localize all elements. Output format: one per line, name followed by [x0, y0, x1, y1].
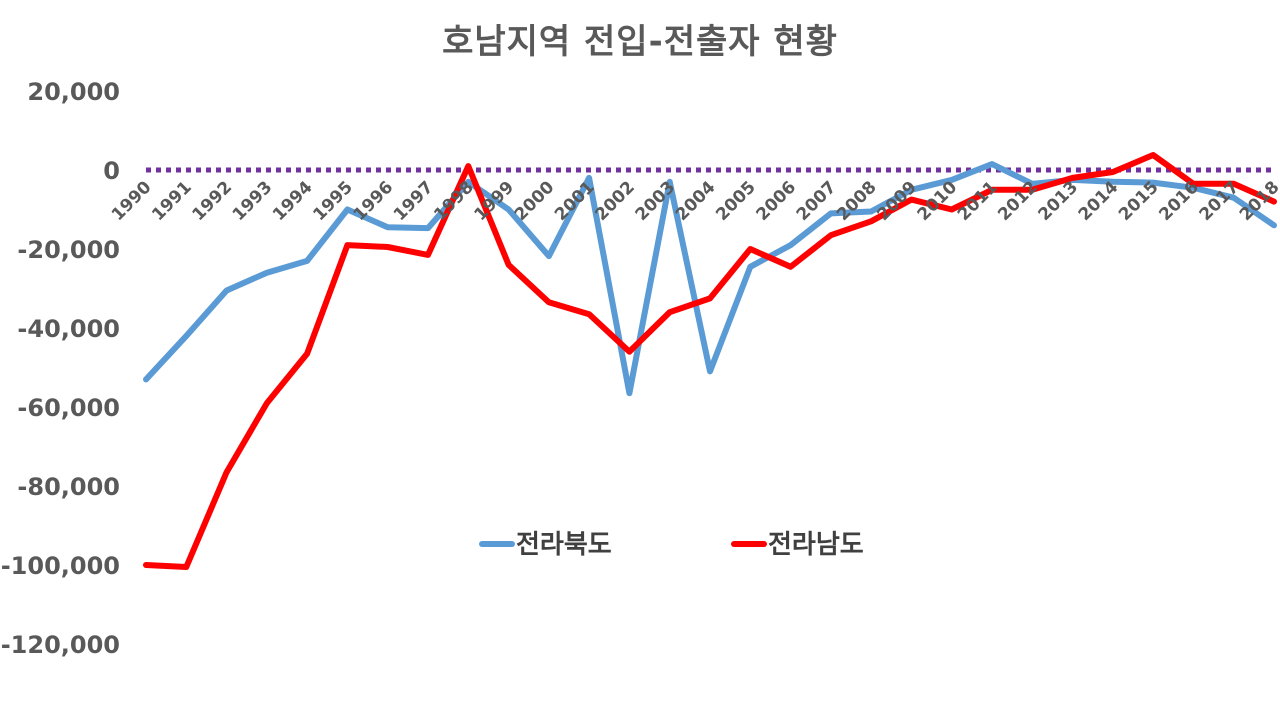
y-tick-label: 0 [103, 157, 120, 185]
x-tick-label: 1991 [148, 177, 196, 225]
x-tick-label: 1993 [229, 177, 277, 225]
x-tick-label: 2005 [712, 177, 760, 225]
x-tick-label: 2007 [793, 177, 841, 225]
y-tick-label: -120,000 [1, 631, 120, 659]
series-lines [143, 152, 1277, 570]
legend-label: 전라북도 [516, 530, 612, 560]
x-tick-label: 1995 [309, 177, 357, 225]
y-tick-label: -20,000 [17, 236, 120, 264]
x-tick-label: 2011 [954, 177, 1002, 225]
x-tick-label: 1998 [430, 177, 478, 225]
x-tick-label: 2000 [511, 177, 559, 225]
x-tick-label: 1992 [188, 177, 236, 225]
x-tick-label: 1997 [390, 177, 438, 225]
x-tick-label: 2002 [591, 177, 639, 225]
y-tick-label: 20,000 [27, 78, 120, 106]
x-tick-label: 1994 [269, 177, 317, 225]
y-tick-label: -100,000 [1, 552, 120, 580]
y-tick-label: -80,000 [17, 473, 120, 501]
legend: 전라북도 전라남도 [479, 530, 864, 560]
x-tick-label: 2012 [994, 177, 1042, 225]
legend-label: 전라남도 [768, 530, 864, 560]
chart-title: 호남지역 전입-전출자 현황 [442, 22, 838, 62]
x-axis-ticks: 1990199119921993199419951996199719981999… [108, 177, 1280, 225]
y-tick-label: -60,000 [17, 394, 120, 422]
series-line-1 [143, 161, 1277, 397]
y-axis-ticks: 20,000 0 -20,000 -40,000 -60,000 -80,000 -100,… [1, 78, 120, 659]
y-tick-label: -40,000 [17, 315, 120, 343]
series-line-2 [143, 152, 1277, 570]
x-tick-label: 2004 [672, 177, 720, 225]
x-tick-label: 2006 [752, 177, 800, 225]
